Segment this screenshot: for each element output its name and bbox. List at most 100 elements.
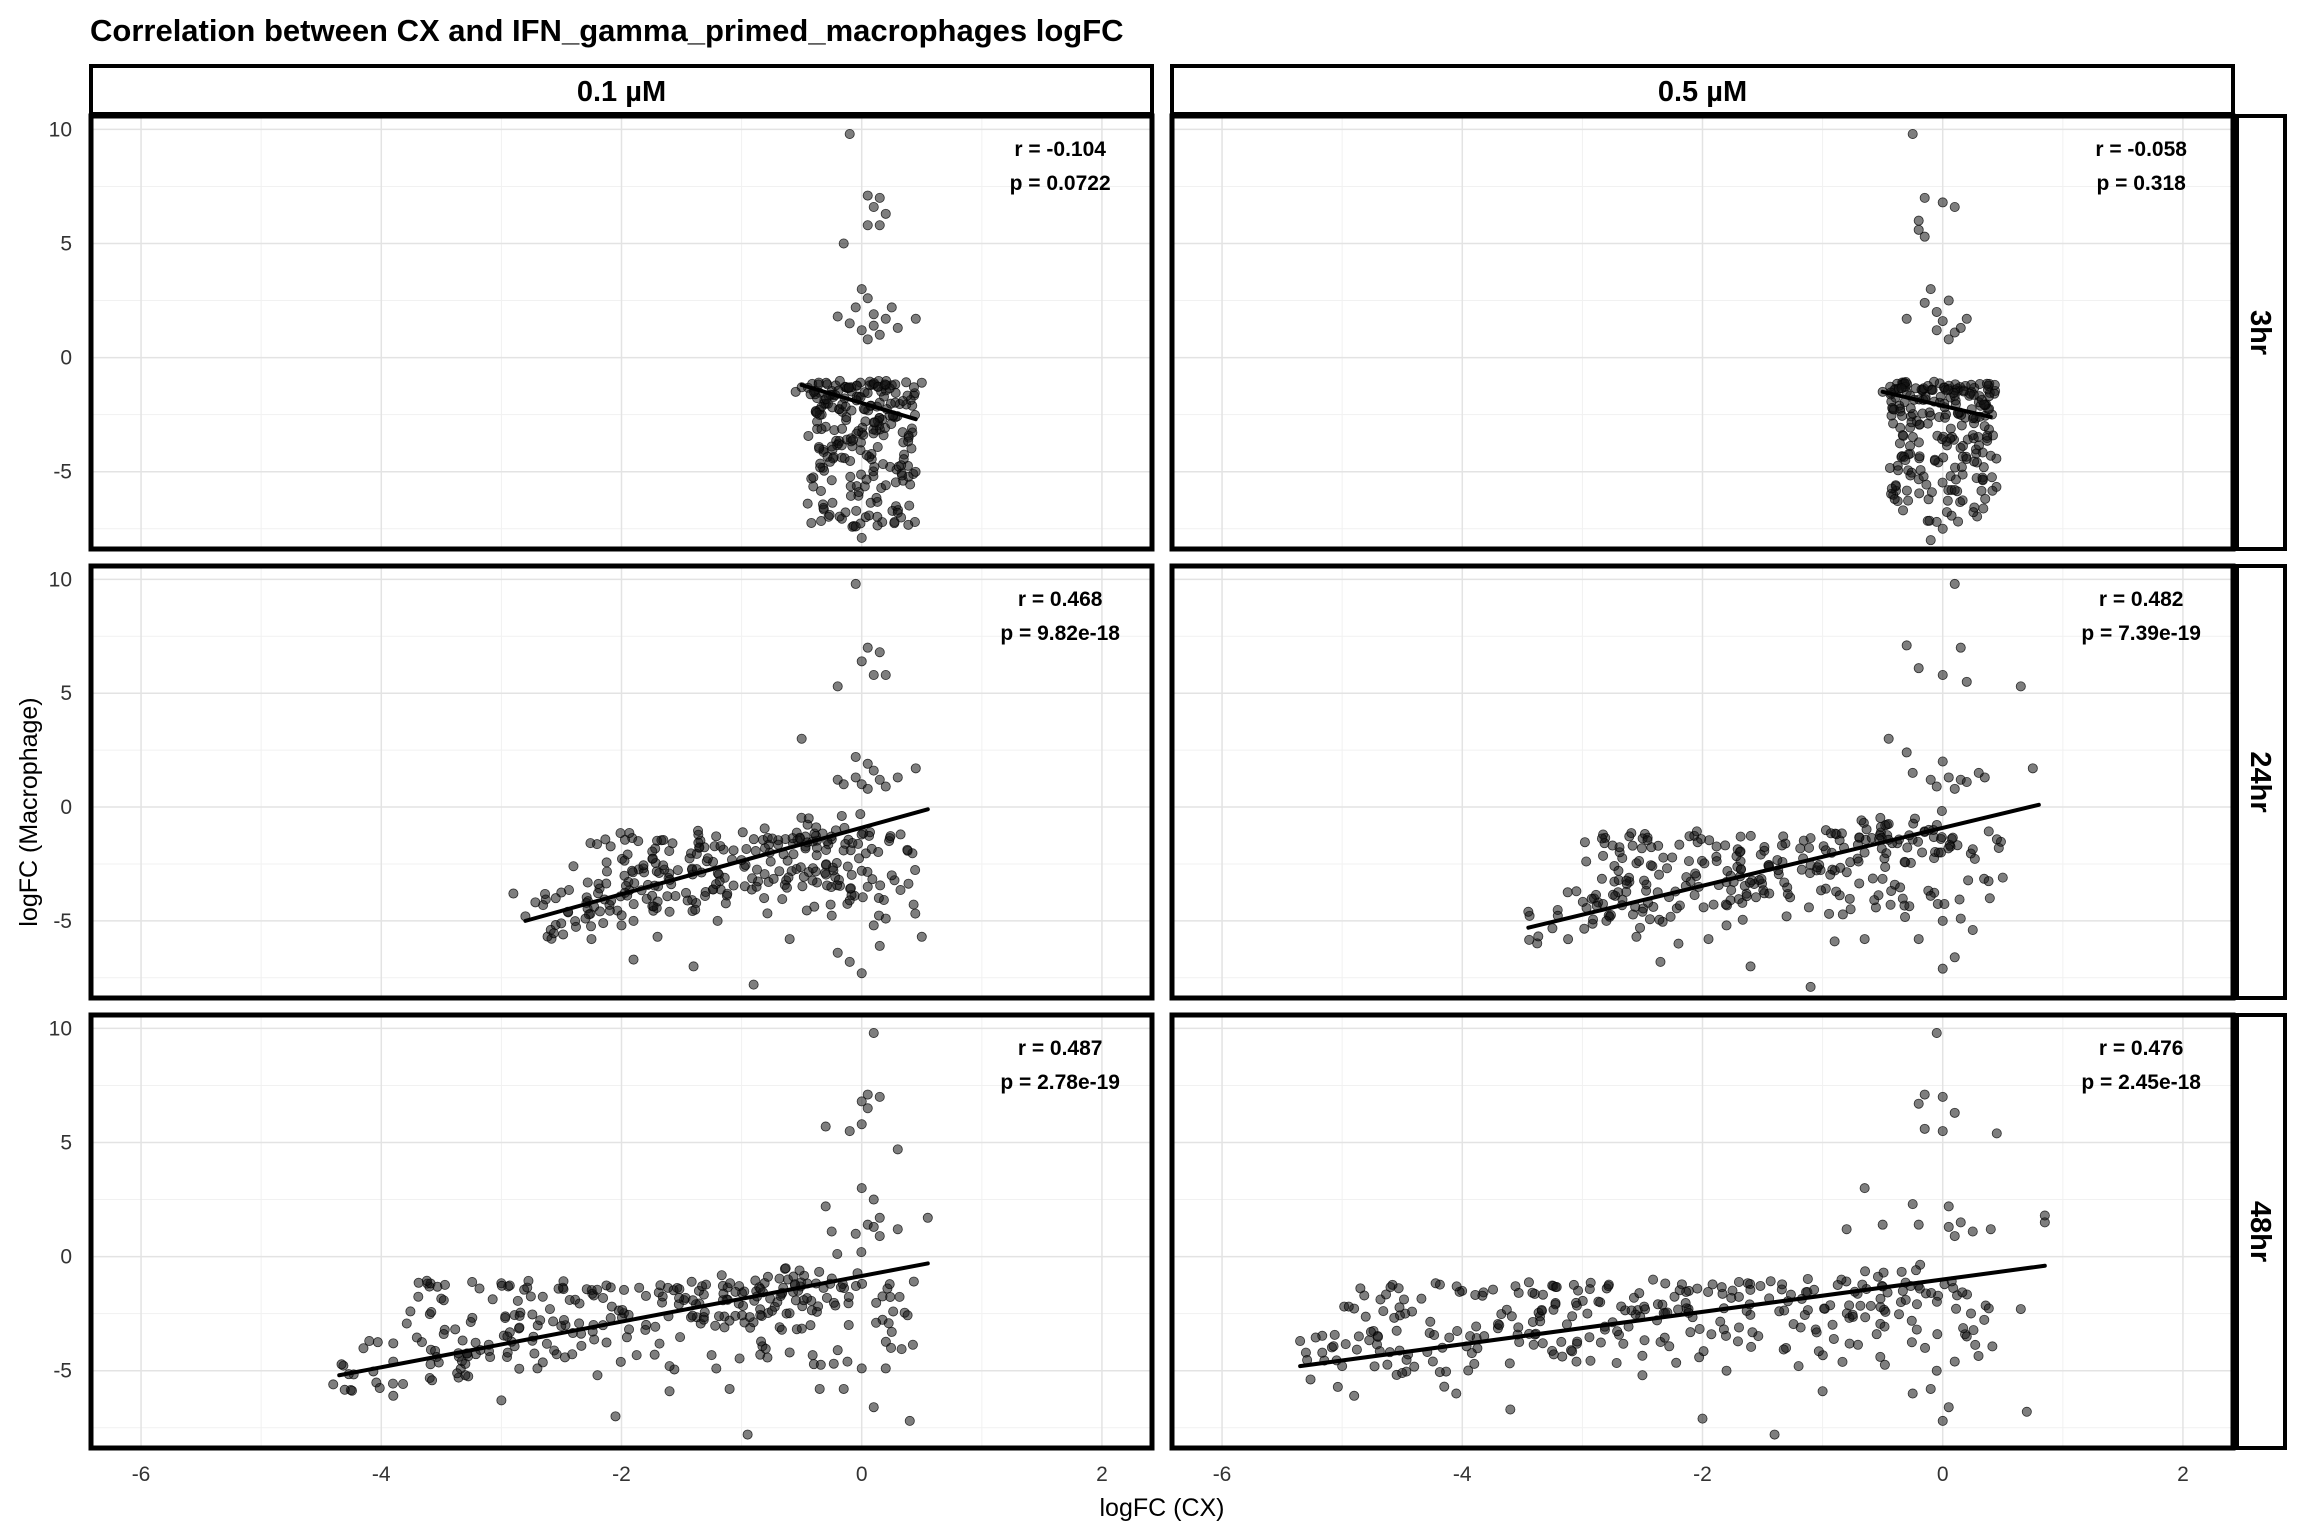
data-point [885,1291,896,1302]
data-point [452,1368,463,1379]
x-tick-label: -2 [612,1463,631,1486]
data-point [1692,837,1703,848]
data-point [811,850,822,861]
data-point [598,1292,609,1303]
data-point [1694,1324,1705,1335]
data-point [1978,462,1989,473]
data-point [674,1293,685,1304]
data-point [1536,1304,1547,1315]
x-tick-label: 0 [1937,1463,1949,1486]
data-point [631,1350,642,1361]
data-point [1624,831,1635,842]
data-point [474,1283,485,1294]
data-point [1824,908,1835,919]
data-point [711,831,722,842]
data-point [658,835,669,846]
trend-line [799,382,918,422]
data-point [1991,834,2002,845]
data-point [843,1291,854,1302]
data-point [1681,872,1692,883]
data-point [595,906,606,917]
data-point [1674,839,1685,850]
data-point [1648,1274,1659,1285]
data-point [916,931,927,942]
data-point [514,1322,525,1333]
data-point [1634,1288,1645,1299]
correlation-p-label: p = 0.318 [2096,172,2186,195]
data-point [500,1312,511,1323]
data-point [1488,1284,1499,1295]
data-point [1945,423,1956,434]
data-point [1955,642,1966,653]
data-point [1662,863,1673,874]
data-point [1836,828,1847,839]
data-point [834,375,845,386]
y-tick-label: 5 [60,233,72,256]
data-point [1859,934,1870,945]
data-point [822,880,833,891]
data-point [1985,450,1996,461]
data-point [820,1201,831,1212]
data-point [864,510,875,521]
data-point [815,485,826,496]
data-point [1879,1321,1890,1332]
data-point [872,511,883,522]
data-point [680,887,691,898]
data-point [1907,1388,1918,1399]
data-point [838,779,849,790]
data-point [748,834,759,845]
data-point [868,1027,879,1038]
correlation-r-label: r = 0.482 [2099,588,2184,611]
data-point [1913,215,1924,226]
data-point [1949,783,1960,794]
data-point [1942,385,1953,396]
data-point [728,845,739,856]
data-point [650,1321,661,1332]
data-point [652,931,663,942]
data-point [1781,911,1792,922]
data-point [903,436,914,447]
data-point [868,309,879,320]
data-point [1820,825,1831,836]
data-point [1755,1280,1766,1291]
data-point [828,453,839,464]
data-point [655,1280,666,1291]
data-point [1665,911,1676,922]
data-point [874,774,885,785]
data-point [1855,1300,1866,1311]
data-point [1634,856,1645,867]
data-point [748,979,759,990]
data-point [1745,961,1756,972]
data-point [1900,912,1911,923]
data-point [1961,676,1972,687]
data-point [1973,1350,1984,1361]
data-point [874,192,885,203]
chart-title: Correlation between CX and IFN_gamma_pri… [90,13,1124,48]
data-point [1829,936,1840,947]
data-point [1409,1361,1420,1372]
data-point [1803,902,1814,913]
data-point [897,396,908,407]
data-point [514,1310,525,1321]
data-point [1642,835,1653,846]
data-point [1913,1219,1924,1230]
data-point [1917,408,1928,419]
data-point [1658,852,1669,863]
data-point [901,377,912,388]
data-point [1896,1266,1907,1277]
data-point [1859,1183,1870,1194]
data-point [1943,334,1954,345]
data-point [744,1312,755,1323]
data-point [1667,852,1678,863]
data-point [601,866,612,877]
data-point [1932,1329,1943,1340]
data-point [1976,485,1987,496]
data-point [1911,1324,1922,1335]
data-point [1664,1341,1675,1352]
data-point [796,812,807,823]
data-point [1513,1322,1524,1333]
data-point [706,1350,717,1361]
data-point [372,1337,383,1348]
data-point [1852,1339,1863,1350]
data-point [784,1308,795,1319]
